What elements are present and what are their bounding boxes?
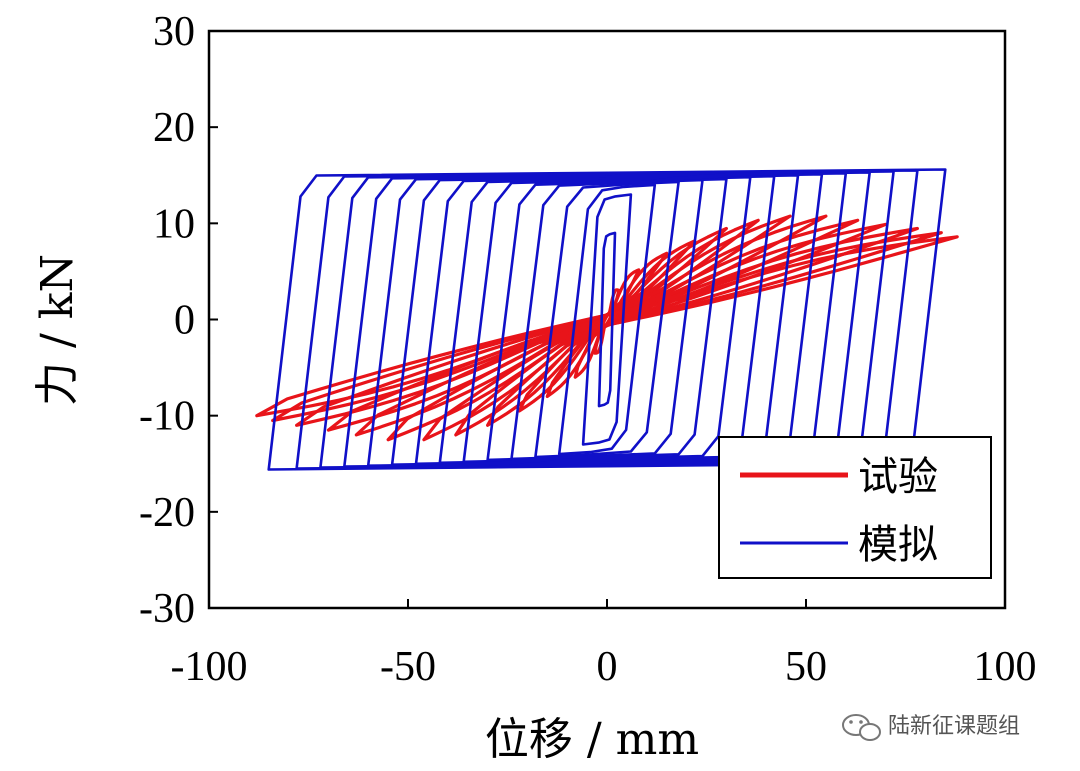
test-loop: [295, 226, 919, 427]
y-tick-label: 30: [153, 9, 195, 55]
watermark-text: 陆新征课题组: [888, 714, 1020, 739]
legend-label-test: 试验: [858, 454, 938, 500]
y-tick-label: -30: [139, 586, 195, 632]
y-axis-title: 力 / kN: [32, 254, 83, 406]
series-layer: [255, 168, 959, 471]
legend-box: [718, 436, 992, 579]
simulation-loop: [557, 183, 657, 456]
x-tick-label: 0: [597, 644, 618, 690]
x-tick-label: 100: [974, 644, 1037, 690]
test-loop: [271, 231, 943, 423]
test-loop: [326, 222, 888, 432]
x-tick-label: -100: [171, 644, 248, 690]
y-tick-label: 0: [174, 298, 195, 344]
x-tick-label: 50: [785, 644, 827, 690]
y-tick-label: 10: [153, 201, 195, 247]
y-tick-label: -20: [139, 490, 195, 536]
legend-label-sim: 模拟: [858, 522, 938, 568]
x-tick-label: -50: [380, 644, 436, 690]
legend: 试验 模拟: [718, 436, 992, 579]
wechat-icon: [842, 714, 881, 741]
y-tick-label: -10: [139, 394, 195, 440]
watermark: 陆新征课题组: [842, 714, 1020, 741]
simulation-loop: [597, 231, 617, 408]
y-tick-label: 20: [153, 105, 195, 151]
simulation-loop: [581, 193, 633, 446]
simulation-loop: [486, 177, 728, 462]
x-axis-title: 位移 / mm: [485, 714, 699, 765]
